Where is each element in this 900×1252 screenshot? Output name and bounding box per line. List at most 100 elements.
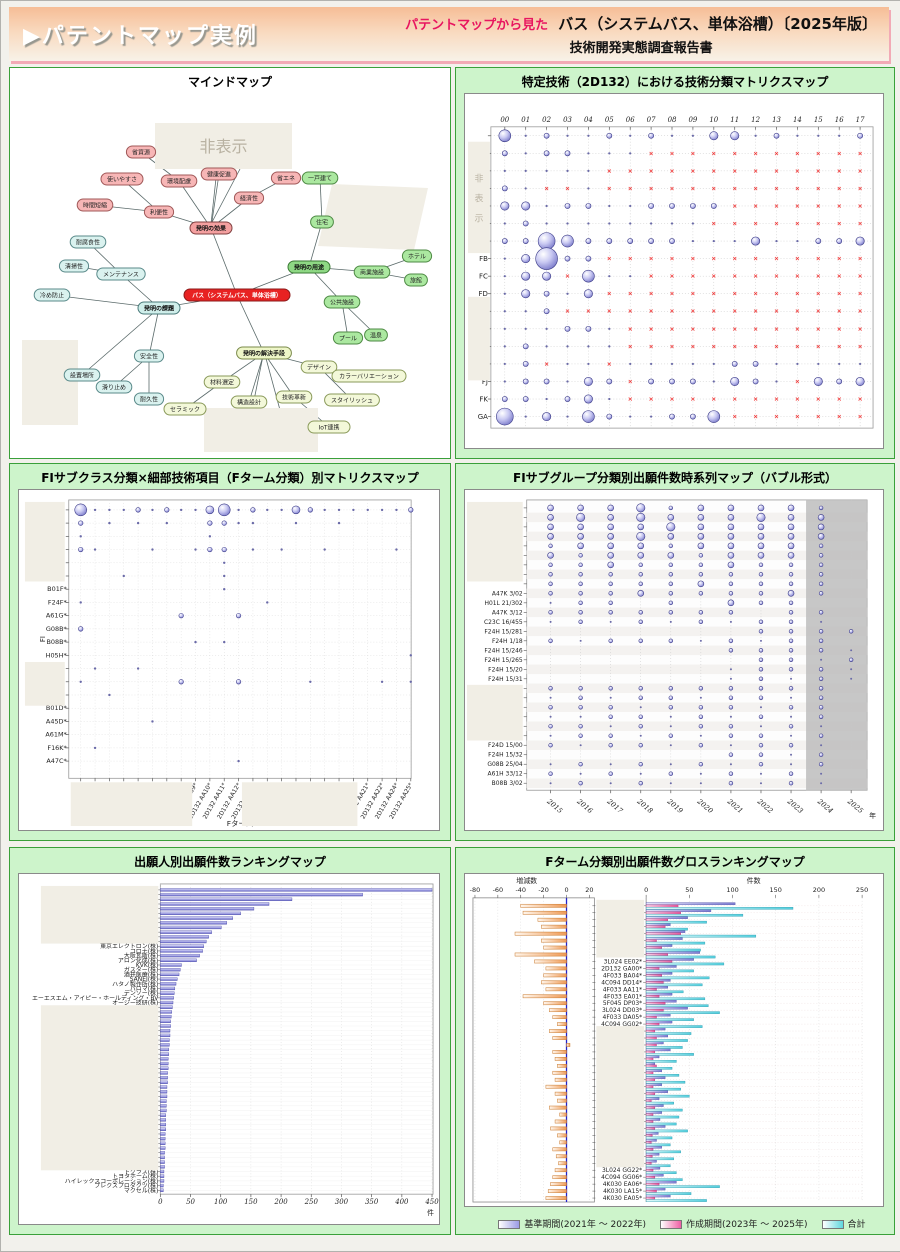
hidden-watermark: [318, 184, 428, 250]
svg-text:2019: 2019: [665, 797, 685, 816]
svg-text:×: ×: [816, 414, 821, 421]
svg-text:×: ×: [795, 221, 800, 228]
svg-text:発明の効果: 発明の効果: [196, 224, 226, 232]
svg-text:×: ×: [753, 343, 758, 350]
svg-text:エーエスエム・アイピー・ホールディング・BV: エーエスエム・アイピー・ホールディング・BV: [32, 994, 159, 1002]
svg-text:×: ×: [628, 291, 633, 298]
svg-text:×: ×: [711, 396, 716, 403]
panel-mindmap: マインドマップ 非表示 バス（システムバス、単体浴槽） 発明の効果 利便性 時間短縮 使い…: [9, 67, 451, 459]
svg-text:×: ×: [837, 343, 842, 350]
svg-text:SANEI(株): SANEI(株): [130, 975, 159, 983]
svg-text:4C094 GG06*: 4C094 GG06*: [601, 1174, 642, 1181]
svg-text:4K030 EA05*: 4K030 EA05*: [603, 1195, 642, 1202]
svg-text:×: ×: [732, 221, 737, 228]
svg-text:コロナ(株): コロナ(株): [130, 947, 158, 955]
svg-text:ガスター(株): ガスター(株): [124, 966, 158, 974]
svg-text:×: ×: [753, 168, 758, 175]
mindmap-nodes: バス（システムバス、単体浴槽） 発明の効果 利便性 時間短縮 使いやすさ 環境配慮 省資源健…: [33, 145, 433, 434]
panel-applicant-ranking: 出願人別出願件数ランキングマップ 0 50 100 150 200 250 300 350 40…: [9, 847, 451, 1235]
svg-text:バス（システムバス、単体浴槽）: バス（システムバス、単体浴槽）: [192, 291, 282, 299]
svg-text:×: ×: [816, 291, 821, 298]
svg-text:×: ×: [628, 185, 633, 192]
svg-text:01: 01: [521, 116, 530, 124]
svg-text:×: ×: [858, 343, 863, 350]
svg-text:環境配慮: 環境配慮: [167, 177, 191, 185]
svg-text:×: ×: [649, 291, 654, 298]
svg-text:×: ×: [816, 168, 821, 175]
svg-text:100: 100: [726, 886, 738, 894]
svg-text:×: ×: [711, 185, 716, 192]
svg-text:セラミック: セラミック: [170, 406, 200, 413]
svg-text:×: ×: [837, 396, 842, 403]
svg-text:×: ×: [774, 168, 779, 175]
svg-text:4C094 GG02*: 4C094 GG02*: [601, 1021, 642, 1028]
svg-text:×: ×: [690, 150, 695, 157]
svg-text:F24H 15/281: F24H 15/281: [484, 628, 523, 635]
svg-text:件数: 件数: [747, 876, 761, 885]
svg-text:4F033 AA11*: 4F033 AA11*: [603, 986, 642, 993]
svg-text:×: ×: [795, 396, 800, 403]
svg-text:オージー技研(株): オージー技研(株): [112, 999, 158, 1007]
svg-text:F24D 15/00: F24D 15/00: [488, 742, 523, 749]
svg-text:×: ×: [858, 221, 863, 228]
svg-text:×: ×: [649, 150, 654, 157]
svg-text:×: ×: [732, 326, 737, 333]
svg-text:×: ×: [774, 185, 779, 192]
svg-text:×: ×: [795, 414, 800, 421]
svg-text:非: 非: [474, 173, 483, 185]
svg-text:2025: 2025: [845, 797, 864, 815]
svg-text:FB: FB: [479, 255, 488, 263]
svg-text:大阪瓦斯(株): 大阪瓦斯(株): [124, 952, 158, 960]
svg-text:×: ×: [795, 150, 800, 157]
svg-text:設置場所: 設置場所: [70, 371, 94, 379]
svg-text:×: ×: [858, 414, 863, 421]
svg-text:×: ×: [732, 343, 737, 350]
panel-title: FIサブクラス分類×細部技術項目（Fターム分類）別マトリクスマップ: [41, 471, 419, 485]
svg-text:2022: 2022: [755, 797, 775, 816]
svg-text:×: ×: [670, 273, 675, 280]
svg-text:×: ×: [753, 256, 758, 263]
svg-text:省資源: 省資源: [132, 148, 150, 156]
svg-text:×: ×: [858, 150, 863, 157]
panel-title: 出願人別出願件数ランキングマップ: [134, 855, 326, 869]
svg-text:0: 0: [564, 886, 568, 894]
svg-text:Fターム: Fターム: [227, 819, 253, 828]
svg-text:×: ×: [607, 291, 612, 298]
gross-ranking-chart: 増減数 -80 -60 -40 -20 0 20 3L024 EE02*2D132 GA00*…: [470, 876, 868, 1203]
svg-text:4K030 LA15*: 4K030 LA15*: [603, 1188, 642, 1195]
svg-text:×: ×: [753, 396, 758, 403]
svg-text:経済性: 経済性: [240, 194, 258, 202]
svg-text:2018: 2018: [635, 797, 655, 816]
svg-text:×: ×: [795, 308, 800, 315]
timeseries-chart: 2015 2016 2017 2018 2019 2020 2021 2022 2023 2024…: [466, 499, 876, 820]
svg-text:×: ×: [858, 185, 863, 192]
tech-matrix-canvas: 000102030405060708091011121314151617…FBF…: [464, 93, 884, 449]
svg-text:FK: FK: [479, 395, 488, 403]
hidden-watermark: [24, 501, 65, 582]
svg-text:×: ×: [795, 378, 800, 385]
svg-text:50: 50: [685, 886, 693, 894]
svg-text:4F033 EA01*: 4F033 EA01*: [603, 993, 642, 1000]
svg-text:×: ×: [753, 308, 758, 315]
svg-text:250: 250: [856, 886, 868, 894]
hidden-watermark: [204, 408, 318, 452]
svg-text:×: ×: [711, 221, 716, 228]
svg-text:×: ×: [837, 308, 842, 315]
svg-text:×: ×: [690, 343, 695, 350]
panel-title: 特定技術（2D132）における技術分類マトリクスマップ: [521, 75, 829, 89]
svg-text:×: ×: [732, 308, 737, 315]
svg-text:技術革新: 技術革新: [282, 393, 306, 401]
svg-text:健康促進: 健康促進: [207, 170, 231, 178]
svg-text:-20: -20: [538, 886, 549, 894]
svg-text:×: ×: [837, 150, 842, 157]
svg-text:清掃性: 清掃性: [65, 262, 83, 270]
panel-timeseries-bubble: FIサブグループ分類別出願件数時系列マップ（バブル形式） 2015 2016 201…: [455, 463, 895, 841]
svg-text:×: ×: [753, 273, 758, 280]
svg-text:×: ×: [732, 168, 737, 175]
svg-text:×: ×: [628, 256, 633, 263]
hidden-watermark: [596, 1026, 645, 1168]
svg-text:×: ×: [795, 256, 800, 263]
svg-text:15: 15: [814, 116, 823, 124]
svg-text:×: ×: [837, 185, 842, 192]
svg-text:A45D*: A45D*: [46, 717, 68, 725]
